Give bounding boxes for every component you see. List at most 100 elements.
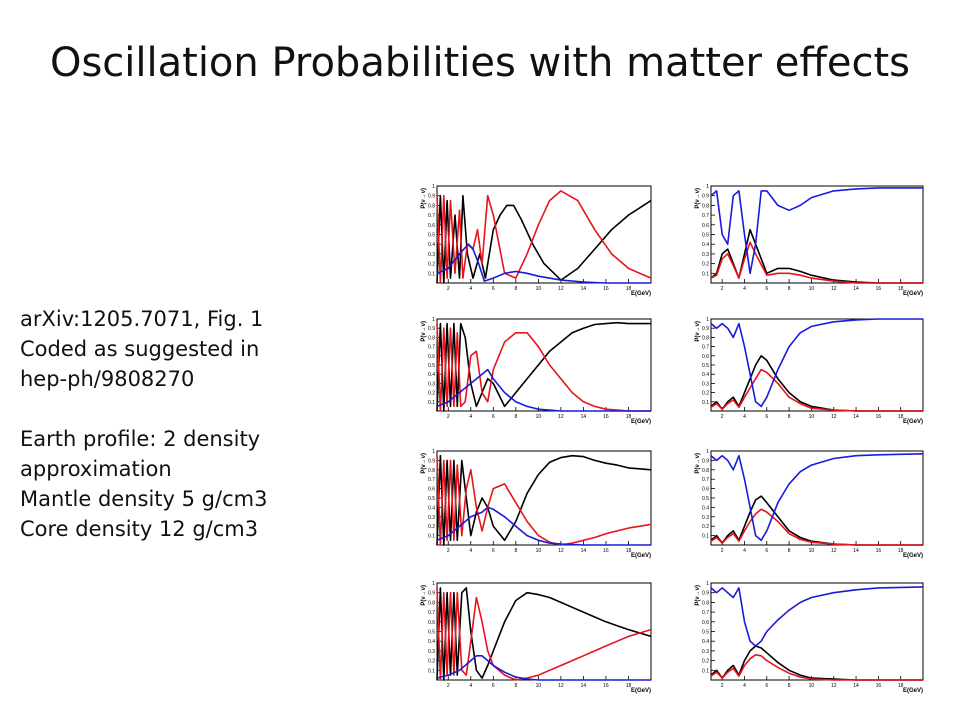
- caption-line: Coded as suggested in: [20, 337, 260, 361]
- y-tick-label: 0.1: [702, 668, 709, 674]
- plot-frame: [436, 318, 652, 412]
- y-tick-label: 0.8: [702, 335, 709, 341]
- x-tick-label: 4: [743, 414, 746, 420]
- x-tick-label: 14: [581, 683, 587, 689]
- y-tick-label: 0.1: [428, 534, 435, 540]
- x-tick-label: 16: [876, 548, 882, 554]
- y-tick-label: 1: [706, 317, 709, 323]
- series-line-black: [436, 454, 652, 546]
- series-line-blue: [436, 368, 651, 412]
- x-tick-label: 4: [469, 286, 472, 292]
- y-tick-label: 1: [706, 581, 709, 587]
- y-tick-label: 0.9: [428, 591, 435, 597]
- x-tick-label: 10: [809, 414, 815, 420]
- slide-title: Oscillation Probabilities with matter ef…: [49, 40, 911, 86]
- y-tick-label: 1: [432, 317, 435, 323]
- series-line-black: [436, 587, 652, 681]
- y-tick-label: 0.5: [702, 496, 709, 502]
- plot-panel-row4-right: 0.10.20.30.40.50.60.70.80.912 4 6 8 10 12 14 16…: [695, 581, 924, 694]
- series-line-red: [710, 368, 923, 412]
- x-tick-label: 2: [447, 683, 450, 689]
- x-tick-label: 2: [447, 286, 450, 292]
- y-tick-label: 0.9: [428, 194, 435, 200]
- x-tick-label: 2: [721, 414, 724, 420]
- y-tick-label: 0.7: [702, 213, 709, 219]
- x-tick-label: 18: [898, 683, 904, 689]
- y-tick-label: 0.8: [428, 600, 435, 606]
- y-tick-label: 0.1: [702, 400, 709, 406]
- x-axis-label: E(GeV): [631, 291, 651, 297]
- y-tick-label: 0.8: [702, 203, 709, 209]
- caption-line: Mantle density 5 g/cm3: [20, 487, 268, 511]
- y-tick-label: 0.6: [428, 620, 435, 626]
- series-line-blue: [710, 318, 923, 408]
- x-tick-label: 4: [743, 683, 746, 689]
- x-axis-label: E(GeV): [903, 291, 923, 297]
- x-tick-label: 4: [469, 414, 472, 420]
- y-axis-label: P(ν→ν): [695, 188, 701, 209]
- y-axis-label: P(ν→ν): [695, 453, 701, 474]
- x-tick-label: 18: [898, 414, 904, 420]
- x-tick-label: 4: [469, 548, 472, 554]
- y-tick-label: 0.6: [702, 487, 709, 493]
- y-tick-label: 0.3: [428, 381, 435, 387]
- y-tick-label: 0.4: [702, 242, 709, 248]
- y-tick-label: 0.5: [702, 233, 709, 239]
- plot-frame: [710, 185, 924, 284]
- x-tick-label: 6: [765, 286, 768, 292]
- y-tick-label: 0.7: [702, 610, 709, 616]
- y-tick-label: 1: [706, 449, 709, 455]
- plot-panel-row1-right: 0.10.20.30.40.50.60.70.80.912 4 6 8 10 12 14 16…: [695, 184, 924, 297]
- y-tick-label: 0.6: [702, 620, 709, 626]
- series-line-black: [710, 228, 923, 284]
- y-tick-label: 0.2: [428, 524, 435, 530]
- plot-panel-row2-right: 0.10.20.30.40.50.60.70.80.912 4 6 8 10 12 14 16…: [695, 317, 924, 425]
- series-line-blue: [710, 187, 923, 275]
- x-axis-label: E(GeV): [903, 688, 923, 694]
- y-tick-label: 0.8: [428, 335, 435, 341]
- plot-frame: [436, 185, 652, 284]
- x-tick-label: 14: [853, 548, 859, 554]
- x-tick-label: 8: [788, 414, 791, 420]
- y-tick-label: 0.8: [702, 600, 709, 606]
- series-line-black: [436, 321, 651, 412]
- plot-frame: [436, 582, 652, 681]
- x-tick-label: 12: [831, 683, 837, 689]
- plot-panel-row4-left: 0.10.20.30.40.50.60.70.80.912 4 6 8 10 12 14 16…: [421, 581, 652, 694]
- y-tick-label: 0.3: [428, 649, 435, 655]
- x-tick-label: 14: [853, 286, 859, 292]
- x-tick-label: 18: [898, 286, 904, 292]
- y-tick-label: 0.1: [428, 271, 435, 277]
- y-tick-label: 0.9: [428, 326, 435, 332]
- x-tick-label: 14: [581, 548, 587, 554]
- x-axis-label: E(GeV): [631, 419, 651, 425]
- x-tick-label: 10: [536, 286, 542, 292]
- plot-panel-row1-left: 0.10.20.30.40.50.60.70.80.912 4 6 8 10 12 14 16…: [421, 184, 652, 297]
- y-tick-label: 0.3: [428, 252, 435, 258]
- y-axis-label: P(ν→ν): [695, 321, 701, 342]
- y-tick-label: 0.7: [428, 213, 435, 219]
- x-tick-label: 6: [492, 548, 495, 554]
- y-tick-label: 0.2: [702, 262, 709, 268]
- y-tick-label: 0.7: [428, 610, 435, 616]
- y-tick-label: 0.7: [428, 345, 435, 351]
- x-tick-label: 6: [492, 683, 495, 689]
- series-line-blue: [436, 655, 651, 681]
- x-tick-label: 2: [721, 548, 724, 554]
- y-tick-label: 0.8: [428, 203, 435, 209]
- y-tick-label: 1: [706, 184, 709, 190]
- x-tick-label: 14: [853, 414, 859, 420]
- x-axis-label: E(GeV): [903, 419, 923, 425]
- y-tick-label: 0.8: [428, 468, 435, 474]
- x-tick-label: 6: [492, 414, 495, 420]
- y-tick-label: 0.6: [702, 223, 709, 229]
- series-line-red: [710, 508, 923, 546]
- caption-line: hep-ph/9808270: [20, 367, 195, 391]
- x-tick-label: 16: [603, 414, 609, 420]
- x-tick-label: 12: [831, 286, 837, 292]
- x-tick-label: 8: [788, 683, 791, 689]
- caption-line: Core density 12 g/cm3: [20, 517, 259, 541]
- y-tick-label: 0.2: [702, 524, 709, 530]
- x-tick-label: 10: [536, 414, 542, 420]
- y-axis-label: P(ν→ν): [421, 585, 427, 606]
